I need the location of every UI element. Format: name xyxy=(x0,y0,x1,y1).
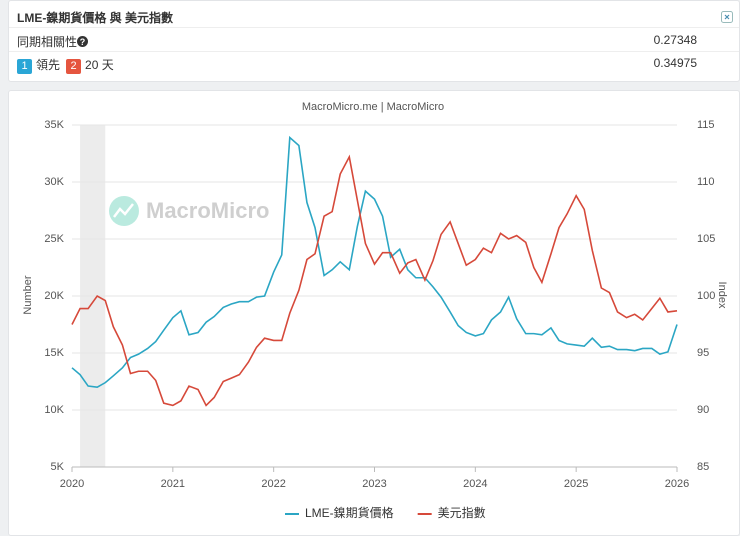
row-label: 同期相關性 xyxy=(17,35,78,49)
y-axis-title: Number xyxy=(22,275,34,314)
panel-title: LME-鎳期貨價格 與 美元指數 xyxy=(17,11,173,25)
y-tick-label: 5K xyxy=(51,461,65,473)
y2-tick-label: 100 xyxy=(697,290,715,302)
legend-item[interactable]: 美元指數 xyxy=(417,505,486,520)
watermark-text: MacroMicro xyxy=(146,198,269,223)
y-tick-label: 30K xyxy=(44,176,64,188)
x-tick-label: 2023 xyxy=(362,478,386,490)
y-tick-label: 10K xyxy=(44,404,64,416)
y-tick-label: 15K xyxy=(44,347,64,359)
series-line xyxy=(71,154,678,407)
close-button[interactable] xyxy=(721,11,733,23)
x-tick-label: 2024 xyxy=(463,478,487,490)
x-tick-label: 2021 xyxy=(161,478,185,490)
y2-tick-label: 85 xyxy=(697,461,709,473)
row-label: 20 天 xyxy=(85,58,114,72)
y-tick-label: 20K xyxy=(44,290,64,302)
chart-panel: MacroMicro.me | MacroMicro MacroMicro Nu… xyxy=(8,90,740,536)
x-tick-label: 2026 xyxy=(665,478,689,490)
row-value: 0.27348 xyxy=(653,33,697,47)
badge: 2 xyxy=(66,59,82,74)
row-value: 0.34975 xyxy=(653,56,697,70)
row-label: 領先 xyxy=(36,58,61,72)
legend-label: 美元指數 xyxy=(438,505,486,520)
watermark: MacroMicro xyxy=(109,196,269,226)
x-tick-label: 2025 xyxy=(564,478,588,490)
correlation-row: 同期相關性? 0.27348 xyxy=(17,33,697,50)
series-line xyxy=(71,135,678,389)
y2-tick-label: 105 xyxy=(697,233,715,245)
x-tick-label: 2020 xyxy=(60,478,84,490)
svg-text:?: ? xyxy=(80,37,86,47)
x-tick-label: 2022 xyxy=(261,478,285,490)
chart: MacroMicro.me | MacroMicro MacroMicro Nu… xyxy=(22,101,728,520)
y2-tick-label: 95 xyxy=(697,347,709,359)
y-tick-label: 35K xyxy=(44,119,64,131)
y2-axis-title: Index xyxy=(716,282,728,309)
chart-subtitle: MacroMicro.me | MacroMicro xyxy=(302,101,444,113)
y2-tick-label: 90 xyxy=(697,404,709,416)
y2-tick-label: 110 xyxy=(697,176,715,188)
badge: 1 xyxy=(17,59,32,74)
y-tick-label: 25K xyxy=(44,233,64,245)
legend-item[interactable]: LME-鎳期貨價格 xyxy=(285,505,394,520)
y2-tick-label: 115 xyxy=(697,119,715,131)
info-panel: LME-鎳期貨價格 與 美元指數 同期相關性? 0.27348 1 領先 2 20 天… xyxy=(8,0,740,82)
legend-label: LME-鎳期貨價格 xyxy=(305,505,394,520)
help-icon[interactable]: ? xyxy=(77,36,89,47)
lead-row: 1 領先 2 20 天 0.34975 xyxy=(17,56,697,74)
